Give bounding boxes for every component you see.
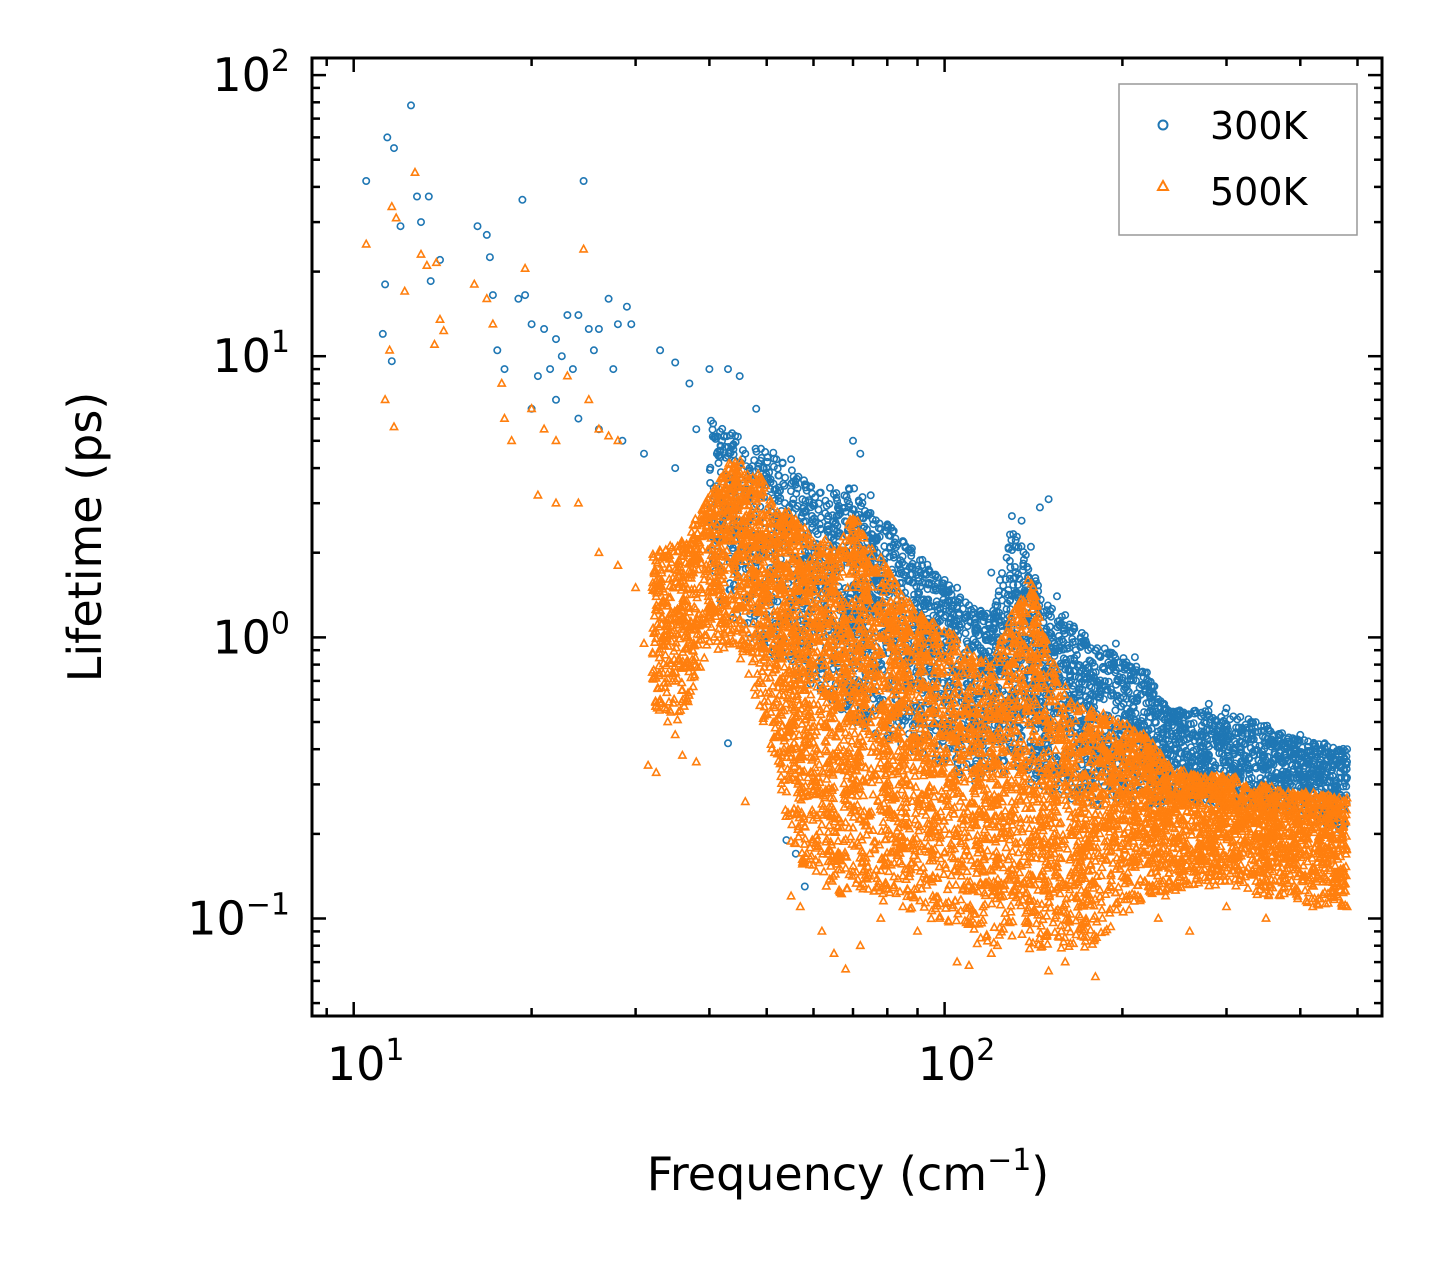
point-300k (729, 440, 738, 449)
point-300k (778, 458, 787, 467)
point-300k (706, 463, 715, 472)
point-300k (709, 419, 718, 428)
point-300k (786, 487, 795, 496)
point-300k (769, 479, 778, 488)
point-300k (776, 494, 785, 503)
point-300k (789, 495, 798, 504)
point-300k (773, 491, 782, 500)
data-points (361, 101, 1353, 981)
point-300k (763, 453, 772, 462)
point-300k (792, 474, 801, 483)
point-300k (816, 513, 825, 522)
point-300k (708, 432, 717, 441)
point-300k (714, 451, 723, 460)
point-300k (772, 455, 781, 464)
point-300k (801, 496, 810, 505)
point-300k (769, 462, 778, 471)
point-300k (807, 511, 816, 520)
point-300k (773, 597, 782, 606)
point-300k (774, 471, 783, 480)
point-300k (769, 448, 778, 457)
point-300k (754, 459, 763, 468)
point-300k (799, 476, 808, 485)
point-300k (774, 483, 783, 492)
point-300k (756, 444, 765, 453)
point-300k (723, 452, 732, 461)
point-300k (715, 446, 724, 455)
point-300k (751, 444, 760, 453)
point-300k (722, 432, 731, 441)
point-300k (713, 432, 722, 441)
